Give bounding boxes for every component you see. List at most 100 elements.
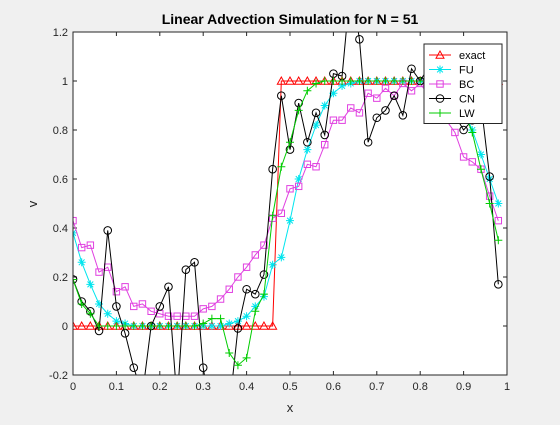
data-point-BC (407, 87, 416, 95)
data-point-CN (155, 302, 165, 311)
y-axis: -0.2 0 0.2 0.4 0.6 0.8 1 1.2 (49, 27, 507, 382)
x-tick-label: 0.3 (196, 381, 211, 393)
data-point-LW (173, 322, 182, 330)
data-point-BC (485, 192, 494, 200)
data-point-BC (234, 273, 242, 281)
legend-label: exact (459, 50, 485, 62)
data-point-FU (320, 101, 329, 110)
y-axis-label: v (25, 200, 40, 207)
data-point-LW (468, 128, 477, 137)
data-point-exact (302, 75, 313, 85)
data-point-BC (321, 141, 329, 149)
data-point-LW (216, 314, 225, 323)
data-point-BC (373, 94, 381, 102)
data-point-LW (103, 322, 112, 330)
data-point-CN (129, 363, 139, 372)
x-tick-label: 0.8 (413, 381, 428, 393)
data-point-FU (251, 302, 260, 311)
data-point-exact (241, 320, 252, 330)
data-point-BC (242, 263, 251, 271)
legend-item-exact: exact (429, 49, 485, 62)
data-point-BC (77, 243, 86, 252)
data-point-BC (494, 216, 503, 225)
data-point-FU (312, 121, 321, 130)
data-point-BC (225, 285, 233, 293)
data-point-LW (155, 322, 164, 330)
data-point-FU (476, 150, 485, 159)
x-axis: 0 0.1 0.2 0.3 0.4 0.5 0.6 0.7 0.8 0.9 1 (70, 32, 510, 393)
data-point-CN (311, 108, 321, 118)
data-point-LW (286, 138, 294, 147)
data-point-CN (277, 91, 286, 100)
data-point-FU (225, 319, 234, 328)
data-point-CN (217, 396, 225, 404)
plot-frame (72, 31, 508, 376)
y-tick-label: 1 (62, 76, 68, 88)
data-point-FU (112, 317, 121, 326)
x-tick-label: 0.9 (456, 381, 471, 393)
data-point-LW (112, 322, 121, 330)
x-tick-label: 0.1 (109, 381, 124, 393)
data-point-LW (381, 77, 390, 85)
data-point-exact (85, 320, 96, 330)
data-point-LW (346, 77, 355, 85)
data-point-FU (303, 145, 312, 154)
data-point-FU (268, 260, 277, 269)
legend-marker-FU (436, 65, 444, 74)
legend-item-CN: CN (429, 94, 475, 106)
data-point-exact (250, 320, 261, 330)
legend-label: CN (459, 94, 475, 106)
data-point-LW (320, 77, 329, 85)
data-point-CN (459, 125, 468, 135)
data-point-LW (407, 77, 416, 85)
data-point-LW (95, 322, 104, 330)
data-point-CN (381, 106, 390, 115)
data-point-LW (190, 322, 199, 330)
data-point-BC (312, 163, 320, 171)
data-point-CN (112, 302, 121, 311)
data-point-CN (173, 398, 181, 406)
data-point-BC (347, 104, 355, 112)
data-point-FU (286, 216, 294, 225)
data-point-BC (468, 158, 476, 166)
data-point-FU (216, 322, 225, 330)
data-point-LW (225, 348, 234, 357)
data-point-BC (303, 160, 312, 169)
data-point-FU (207, 322, 216, 330)
data-point-BC (95, 268, 103, 276)
data-point-BC (251, 251, 259, 259)
data-point-FU (494, 199, 503, 208)
data-point-BC (459, 153, 468, 161)
x-tick-label: 0.6 (326, 381, 341, 393)
data-point-LW (181, 322, 190, 330)
data-point-LW (338, 77, 347, 85)
data-point-CN (103, 226, 113, 235)
data-point-FU (86, 280, 95, 289)
data-point-LW (372, 77, 381, 85)
data-point-CN (398, 111, 408, 120)
data-point-LW (364, 77, 373, 85)
data-point-BC (277, 209, 286, 218)
legend-item-LW: LW (429, 108, 475, 120)
data-point-LW (303, 86, 312, 95)
data-point-LW (398, 77, 407, 85)
data-point-exact (285, 75, 295, 85)
data-point-exact (276, 75, 287, 85)
y-tick-label: 0.2 (53, 272, 68, 284)
data-point-CN (208, 415, 216, 420)
data-point-LW (207, 314, 216, 323)
data-point-BC (173, 312, 181, 320)
data-point-LW (494, 236, 503, 245)
data-point-LW (294, 106, 303, 115)
legend-marker-CN (435, 94, 445, 103)
data-point-CN (485, 172, 494, 181)
data-point-BC (130, 302, 138, 311)
data-point-FU (103, 309, 112, 318)
y-tick-label: 0 (62, 321, 68, 333)
legend-marker-exact (435, 49, 445, 59)
data-point-FU (329, 89, 338, 98)
legend-label: FU (459, 65, 474, 77)
data-point-BC (164, 312, 173, 320)
y-tick-label: 1.2 (53, 27, 68, 39)
data-point-BC (390, 92, 398, 100)
